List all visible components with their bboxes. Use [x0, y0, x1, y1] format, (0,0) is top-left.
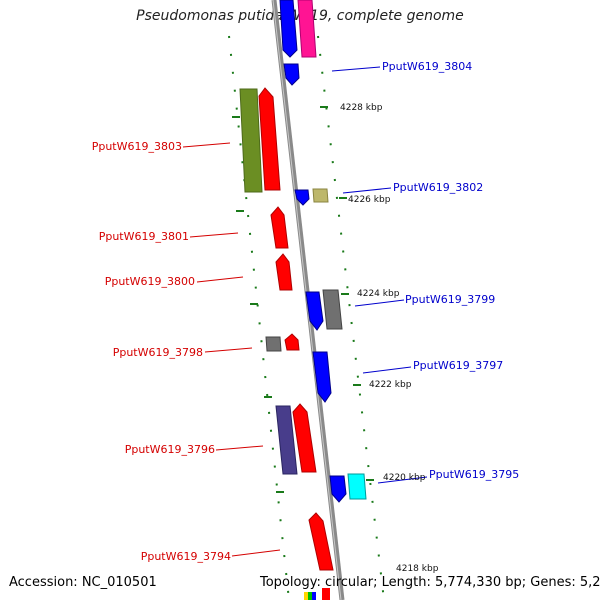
gene-label-pputw619-3797[interactable]: PputW619_3797 — [413, 359, 503, 372]
gene-label-pputw619-3798[interactable]: PputW619_3798 — [113, 346, 203, 359]
gene-label-pputw619-3795[interactable]: PputW619_3795 — [429, 468, 519, 481]
kbp-label: 4226 kbp — [348, 195, 391, 205]
accession-label: Accession: NC_010501 — [9, 575, 157, 590]
label-leader-lines-forward — [182, 142, 281, 557]
gene-pputw619-3804[interactable] — [283, 63, 300, 86]
kbp-label: 4218 kbp — [396, 564, 439, 574]
kbp-label: 4224 kbp — [357, 289, 400, 299]
gene-label-pputw619-3803[interactable]: PputW619_3803 — [92, 140, 182, 153]
gene-pputw619-3795[interactable] — [329, 475, 347, 503]
gene-pputw619-3796[interactable] — [292, 403, 317, 473]
gene-grey-small[interactable] — [265, 336, 282, 352]
kbp-label: 4222 kbp — [369, 380, 412, 390]
gene-olive[interactable] — [239, 88, 263, 193]
gene-pputw619-3798[interactable] — [284, 333, 300, 351]
gene-pputw619-3797[interactable] — [312, 351, 332, 403]
label-leader-lines-reverse — [331, 66, 428, 484]
gene-pputw619-3800[interactable] — [275, 253, 293, 291]
gene-pputw619-3803[interactable] — [258, 87, 281, 191]
major-ticks — [232, 106, 374, 493]
gene-khaki[interactable] — [312, 188, 329, 203]
gene-cyan[interactable] — [347, 473, 367, 500]
gene-pputw619-3801[interactable] — [270, 206, 289, 249]
gene-pputw619-3794[interactable] — [308, 512, 334, 571]
kbp-label: 4228 kbp — [340, 103, 383, 113]
gene-label-pputw619-3794[interactable]: PputW619_3794 — [141, 550, 231, 563]
gene-pputw619-3799[interactable] — [305, 291, 324, 331]
gene-label-pputw619-3801[interactable]: PputW619_3801 — [99, 230, 189, 243]
gene-pputw619-3802[interactable] — [294, 189, 310, 206]
gene-label-pputw619-3802[interactable]: PputW619_3802 — [393, 181, 483, 194]
kbp-label: 4220 kbp — [383, 473, 426, 483]
topology-label: Topology: circular; Length: 5,774,330 bp… — [260, 575, 600, 590]
gene-features-partial — [304, 588, 330, 600]
gene-features-forward[interactable] — [239, 0, 334, 571]
gene-label-pputw619-3800[interactable]: PputW619_3800 — [105, 275, 195, 288]
gene-grey-large[interactable] — [322, 289, 343, 330]
gene-label-pputw619-3796[interactable]: PputW619_3796 — [125, 443, 215, 456]
gene-features-reverse[interactable] — [279, 0, 367, 503]
gene-label-pputw619-3804[interactable]: PputW619_3804 — [382, 60, 472, 73]
gene-top-blue[interactable] — [279, 0, 298, 58]
gene-label-pputw619-3799[interactable]: PputW619_3799 — [405, 293, 495, 306]
gene-top-magenta[interactable] — [297, 0, 317, 58]
gene-slate[interactable] — [275, 405, 298, 475]
